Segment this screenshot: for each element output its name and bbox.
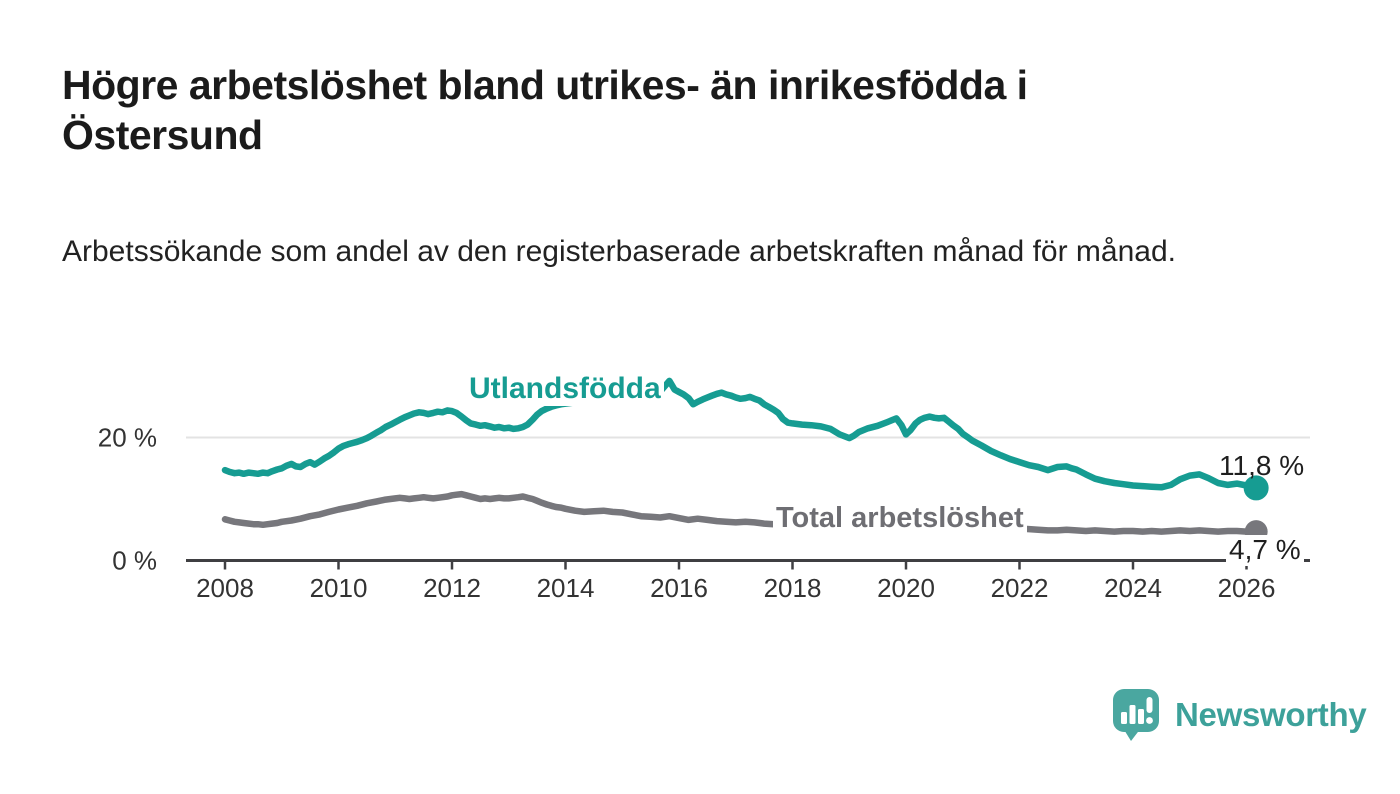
x-axis-label-2008: 2008	[196, 573, 254, 603]
page-title: Högre arbetslöshet bland utrikes- än inr…	[62, 62, 1028, 159]
x-axis-label-2024: 2024	[1104, 573, 1162, 603]
x-axis-label-2022: 2022	[991, 573, 1049, 603]
series-label-utlandsfodda: Utlandsfödda	[466, 371, 664, 406]
end-value-utlandsfodda: 11,8 %	[1219, 450, 1305, 481]
newsworthy-logo: Newsworthy	[1112, 685, 1367, 745]
end-value-total: 4,7 %	[1226, 534, 1304, 566]
series-line-total	[221, 490, 1260, 535]
x-axis-label-2020: 2020	[877, 573, 935, 603]
series-end-dot-utlandsfodda	[1243, 475, 1269, 501]
newsworthy-wordmark: Newsworthy	[1175, 696, 1367, 733]
y-axis-label-0: 0 %	[112, 546, 157, 576]
y-axis-label-20: 20 %	[98, 423, 157, 453]
newsworthy-bubble-chart-icon	[1113, 689, 1159, 741]
x-axis-label-2012: 2012	[423, 573, 481, 603]
x-axis-label-2010: 2010	[310, 573, 368, 603]
x-axis-label-2026: 2026	[1218, 573, 1276, 603]
series-line-utlandsfodda	[221, 377, 1260, 492]
series-label-total-arbetsloshet: Total arbetslöshet	[773, 502, 1027, 536]
chart-subtitle: Arbetssökande som andel av den registerb…	[62, 235, 1176, 268]
x-axis-label-2018: 2018	[764, 573, 822, 603]
x-axis-label-2016: 2016	[650, 573, 708, 603]
x-axis-label-2014: 2014	[537, 573, 595, 603]
